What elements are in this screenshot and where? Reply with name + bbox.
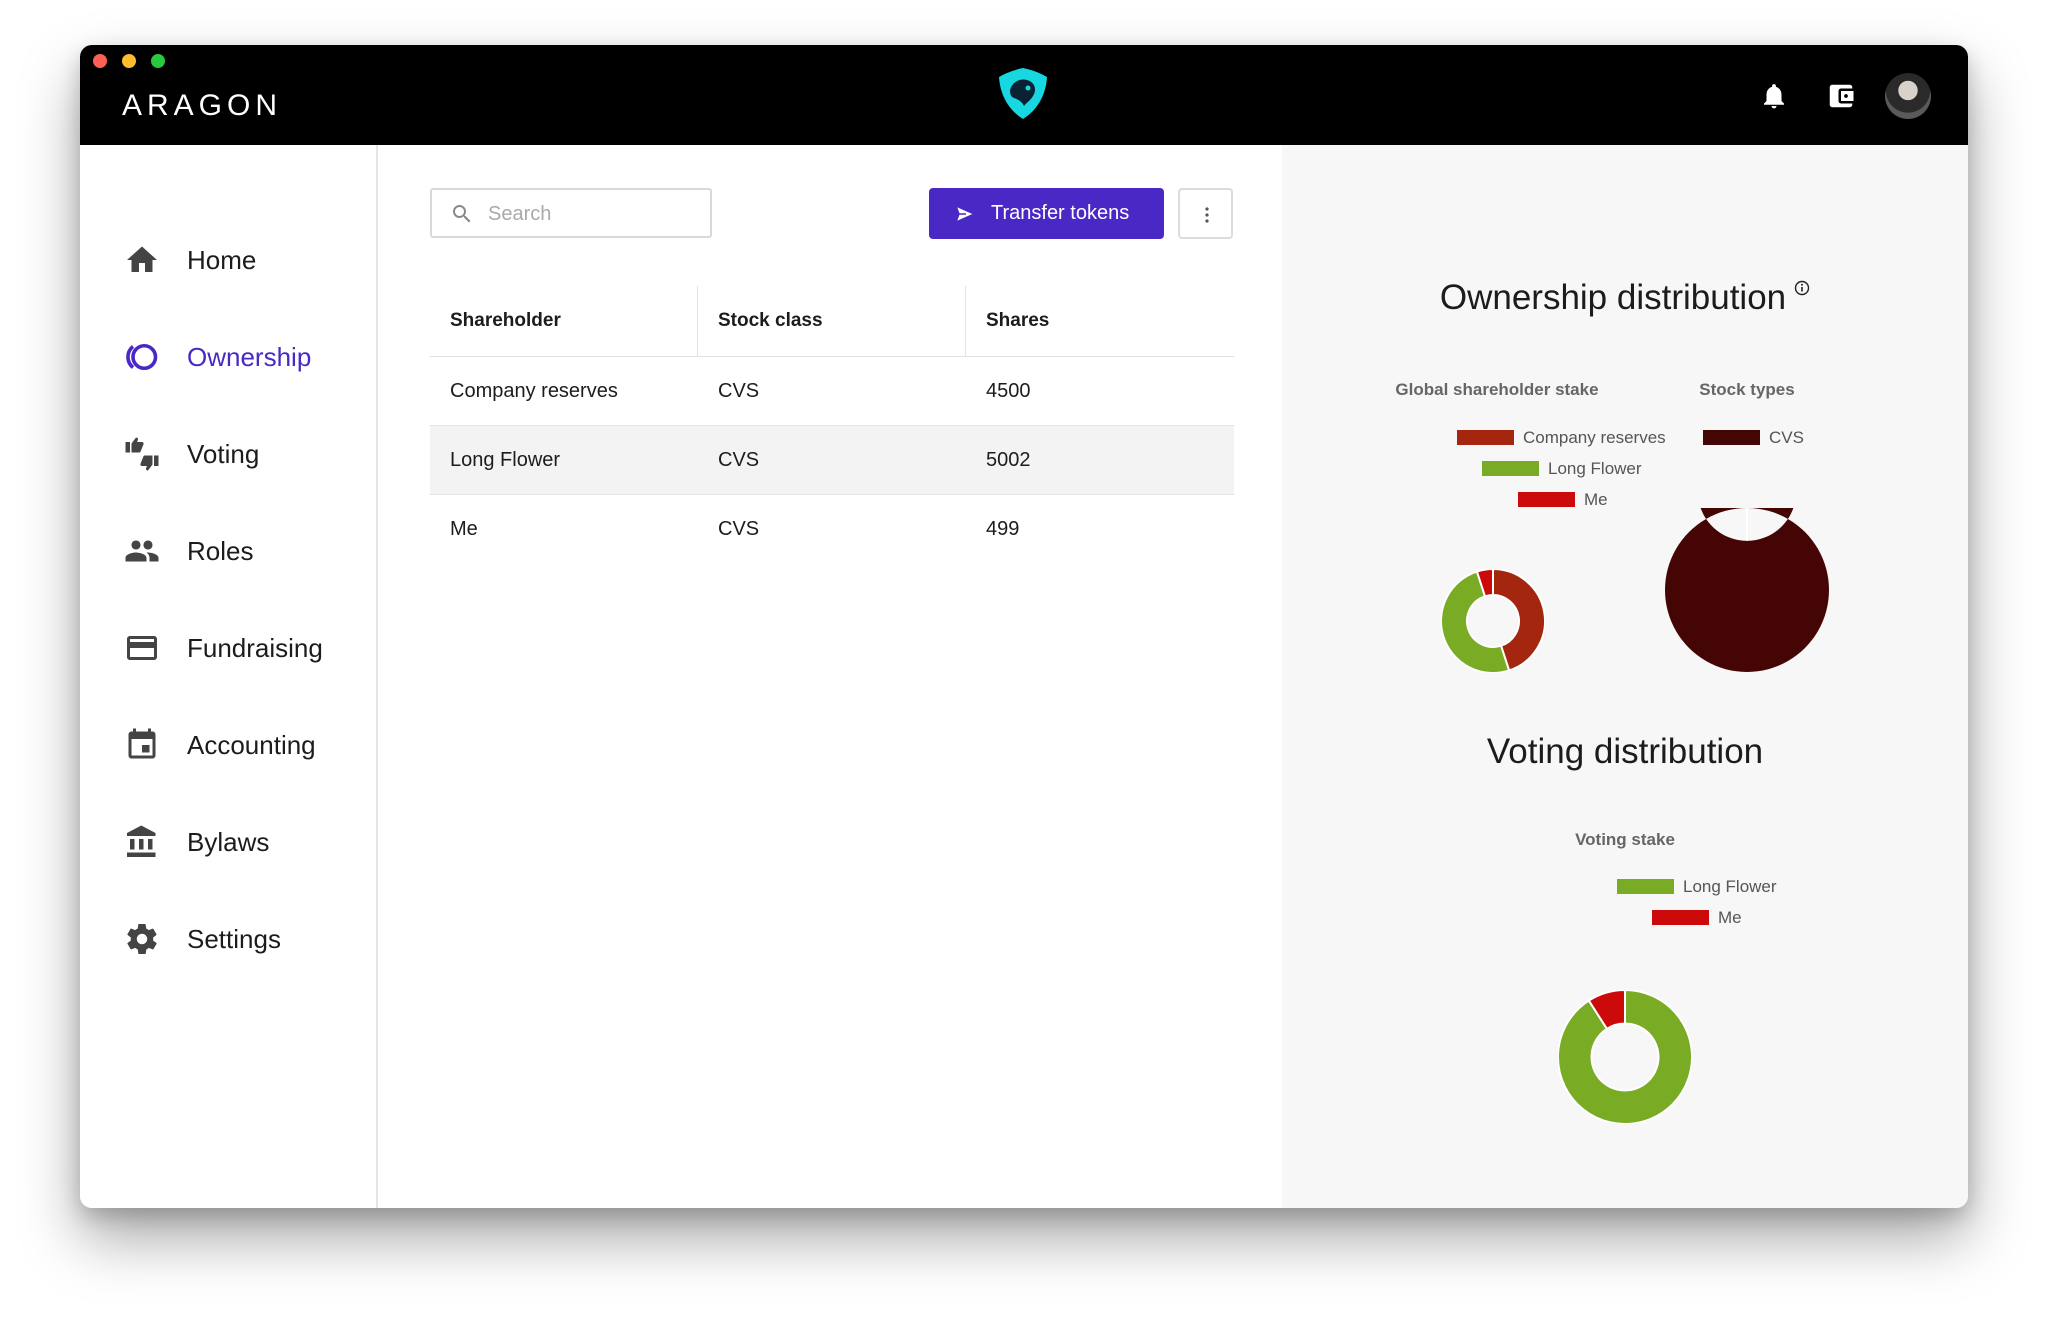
legend-swatch: [1482, 461, 1539, 476]
shareholders-table: Shareholder Stock class Shares Company r…: [430, 286, 1234, 563]
voting-stake-donut: [1558, 990, 1692, 1124]
wallet-icon[interactable]: [1826, 81, 1856, 111]
main-content: Transfer tokens Shareholder Stock class …: [378, 145, 1282, 1208]
donut-slice-me: [1587, 990, 1626, 1031]
sidebar-item-label: Settings: [187, 924, 281, 954]
sidebar-item-voting[interactable]: Voting: [80, 419, 376, 489]
table-row[interactable]: Company reserves CVS 4500: [430, 357, 1234, 426]
sidebar-item-settings[interactable]: Settings: [80, 904, 376, 974]
donut-slice-me: [1475, 569, 1494, 598]
maximize-window-button[interactable]: [151, 54, 165, 68]
sidebar: Home Ownership Voting Roles Fundraising: [80, 145, 378, 1208]
voting-distribution-title: Voting distribution: [1486, 732, 1764, 771]
table-row[interactable]: Me CVS 499: [430, 495, 1234, 563]
sidebar-item-label: Fundraising: [187, 633, 323, 663]
more-options-button[interactable]: [1178, 188, 1233, 239]
accounting-icon: [128, 728, 156, 759]
aragon-logo-icon: [999, 68, 1047, 119]
chart-title: Global shareholder stake: [1395, 380, 1599, 399]
donut-slice-long-flower: [1441, 570, 1511, 673]
ownership-distribution-title: Ownership distribution: [1282, 278, 1968, 318]
user-avatar[interactable]: [1885, 73, 1931, 119]
title-bar: ARAGON: [80, 45, 1968, 145]
column-header-shareholder[interactable]: Shareholder: [430, 286, 698, 356]
sidebar-item-home[interactable]: Home: [80, 225, 376, 295]
distribution-panel: Ownership distribution Global shareholde…: [1282, 145, 1968, 1208]
sidebar-item-label: Ownership: [187, 342, 312, 372]
close-window-button[interactable]: [93, 54, 107, 68]
bell-icon[interactable]: [1759, 81, 1789, 111]
legend-label: Me: [1718, 908, 1742, 927]
donut-slice-company-reserves: [1492, 569, 1545, 672]
sidebar-item-roles[interactable]: Roles: [80, 516, 376, 586]
sidebar-item-fundraising[interactable]: Fundraising: [80, 613, 376, 683]
column-header-stock-class[interactable]: Stock class: [698, 286, 966, 356]
ownership-icon: [126, 343, 158, 371]
shareholder-cell: Me: [450, 518, 478, 540]
stock-class-cell: CVS: [718, 449, 760, 471]
legend-swatch: [1518, 492, 1575, 507]
bylaws-icon: [127, 825, 156, 857]
stock-types-donut: [1665, 508, 1829, 672]
legend-label: CVS: [1769, 428, 1804, 447]
shares-cell: 5002: [986, 449, 1031, 471]
info-icon[interactable]: [1794, 280, 1810, 296]
legend-swatch: [1457, 430, 1514, 445]
sidebar-item-label: Accounting: [187, 730, 316, 760]
legend-label: Me: [1584, 490, 1608, 509]
sidebar-item-accounting[interactable]: Accounting: [80, 710, 376, 780]
settings-icon: [127, 924, 157, 954]
legend-label: Company reserves: [1523, 428, 1666, 447]
sidebar-item-ownership[interactable]: Ownership: [80, 322, 376, 392]
sidebar-item-label: Home: [187, 245, 257, 275]
home-icon: [127, 246, 157, 272]
minimize-window-button[interactable]: [122, 54, 136, 68]
roles-icon: [125, 540, 159, 562]
sidebar-item-label: Bylaws: [187, 827, 270, 857]
transfer-tokens-label: Transfer tokens: [991, 202, 1130, 224]
search-icon: [453, 205, 471, 223]
donut-slice-cvs: [1665, 508, 1829, 672]
table-row[interactable]: Long Flower CVS 5002: [430, 426, 1234, 495]
shares-cell: 4500: [986, 380, 1031, 402]
search-box[interactable]: [430, 188, 712, 238]
ownership-distribution-heading: Ownership distribution: [1439, 278, 1787, 317]
send-icon: [955, 204, 975, 224]
transfer-tokens-button[interactable]: Transfer tokens: [929, 188, 1164, 239]
chart-title: Voting stake: [1575, 830, 1675, 849]
shares-cell: 499: [986, 518, 1020, 540]
legend-swatch: [1652, 910, 1709, 925]
fundraising-icon: [127, 636, 157, 660]
shareholder-stake-donut: [1441, 569, 1545, 673]
sidebar-item-bylaws[interactable]: Bylaws: [80, 807, 376, 877]
legend-swatch: [1617, 879, 1674, 894]
stock-class-cell: CVS: [718, 518, 760, 540]
legend-label: Long Flower: [1683, 877, 1777, 896]
more-vertical-icon: [1205, 207, 1209, 223]
sidebar-item-label: Voting: [187, 439, 260, 469]
donut-slice-long-flower: [1558, 990, 1692, 1124]
legend-label: Long Flower: [1548, 459, 1642, 478]
column-header-shares[interactable]: Shares: [986, 310, 1050, 331]
legend-swatch: [1703, 430, 1760, 445]
stock-class-cell: CVS: [718, 380, 760, 402]
table-header: Shareholder Stock class Shares: [430, 286, 1234, 357]
voting-icon: [125, 437, 159, 471]
shareholder-cell: Company reserves: [450, 380, 618, 402]
search-input[interactable]: [486, 198, 700, 230]
chart-title: Stock types: [1699, 380, 1795, 399]
shareholder-cell: Long Flower: [450, 449, 561, 471]
sidebar-item-label: Roles: [187, 536, 254, 566]
app-window: ARAGON Home Ownership: [80, 45, 1968, 1208]
brand-logo: ARAGON: [122, 89, 283, 122]
